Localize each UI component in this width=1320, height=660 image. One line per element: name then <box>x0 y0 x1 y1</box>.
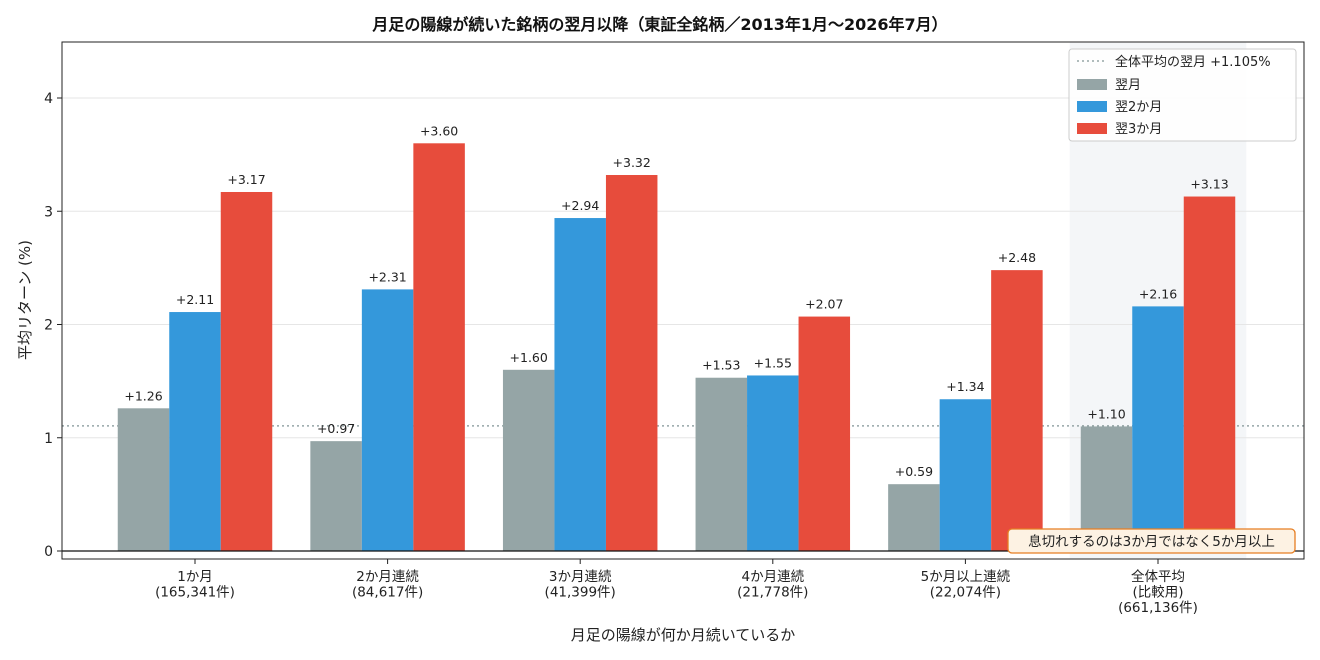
value-label: +3.32 <box>613 155 651 170</box>
value-label: +1.34 <box>946 379 984 394</box>
value-label: +3.13 <box>1190 177 1228 192</box>
category-label: (41,399件) <box>545 585 616 601</box>
y-tick-label: 3 <box>44 204 53 220</box>
value-label: +3.17 <box>227 172 265 187</box>
legend-swatch-2 <box>1077 123 1107 134</box>
annotation: 息切れするのは3か月ではなく5か月以上 <box>1007 528 1296 554</box>
bar-0-2 <box>502 369 555 551</box>
value-label: +1.53 <box>702 358 740 373</box>
bar-1-4 <box>939 399 992 551</box>
annotation-box <box>1007 528 1296 554</box>
chart-title: 月足の陽線が続いた銘柄の翌月以降（東証全銘柄／2013年1月〜2026年7月） <box>371 15 947 34</box>
bar-0-4 <box>888 484 940 551</box>
y-axis-label: 平均リターン (%) <box>16 240 34 360</box>
value-label: +2.07 <box>805 297 843 312</box>
category-label: 全体平均 <box>1131 568 1185 585</box>
legend-label-1: 翌2か月 <box>1115 100 1162 115</box>
legend-box <box>1068 48 1297 142</box>
category-label: 5か月以上連続 <box>921 569 1011 585</box>
legend-label-reference: 全体平均の翌月 +1.105% <box>1115 54 1271 70</box>
legend-label-2: 翌3か月 <box>1115 122 1162 137</box>
bar-1-0 <box>169 312 221 551</box>
value-label: +1.26 <box>124 388 162 403</box>
value-label: +1.10 <box>1087 406 1125 421</box>
category-label: (84,617件) <box>352 585 423 601</box>
category-label: 1か月 <box>177 569 213 585</box>
category-label: 3か月連続 <box>549 569 612 585</box>
plot-frame <box>61 41 1305 560</box>
bar-1-3 <box>747 375 799 551</box>
y-tick-label: 0 <box>44 544 53 560</box>
category-label: (165,341件) <box>155 585 235 601</box>
value-label: +1.55 <box>754 355 792 370</box>
category-label: 2か月連続 <box>356 569 419 585</box>
bar-2-3 <box>798 316 851 551</box>
value-label: +0.97 <box>317 421 355 436</box>
bar-1-5 <box>1132 306 1184 551</box>
value-label: +0.59 <box>895 464 933 479</box>
y-tick-label: 1 <box>44 431 53 447</box>
x-axis-label: 月足の陽線が何か月続いているか <box>571 626 796 644</box>
value-label: +2.11 <box>176 292 214 307</box>
bar-2-2 <box>605 175 658 551</box>
category-label: (22,074件) <box>930 585 1001 601</box>
bar-0-0 <box>117 408 170 551</box>
bar-2-0 <box>220 191 273 551</box>
value-label: +1.60 <box>510 350 548 365</box>
annotation-text: 息切れするのは3か月ではなく5か月以上 <box>1028 533 1275 550</box>
bar-0-1 <box>310 441 362 551</box>
category-label: (661,136件) <box>1118 600 1198 616</box>
category-label: (21,778件) <box>737 585 808 601</box>
bar-2-1 <box>413 143 465 552</box>
bar-2-5 <box>1183 196 1236 551</box>
value-label: +2.94 <box>561 198 599 213</box>
value-label: +3.60 <box>420 123 458 138</box>
bar-1-1 <box>361 289 414 551</box>
bar-0-3 <box>695 377 748 551</box>
legend-label-0: 翌月 <box>1115 78 1141 93</box>
plot-area: 0 1 2 3 4 +1.26 +2.11 +3.17 1か月(165,341件) +0.97 +2… <box>44 41 1305 616</box>
legend-swatch-0 <box>1077 79 1107 90</box>
value-label: +2.16 <box>1139 286 1177 301</box>
y-tick-label: 4 <box>44 91 53 107</box>
bar-1-2 <box>554 218 606 552</box>
value-label: +2.31 <box>368 269 406 284</box>
category-label: (比較用) <box>1132 585 1183 601</box>
bar-2-4 <box>991 270 1043 551</box>
legend-swatch-1 <box>1077 101 1107 112</box>
category-label: 4か月連続 <box>742 569 805 585</box>
value-label: +2.48 <box>998 250 1036 265</box>
y-tick-label: 2 <box>44 318 53 334</box>
